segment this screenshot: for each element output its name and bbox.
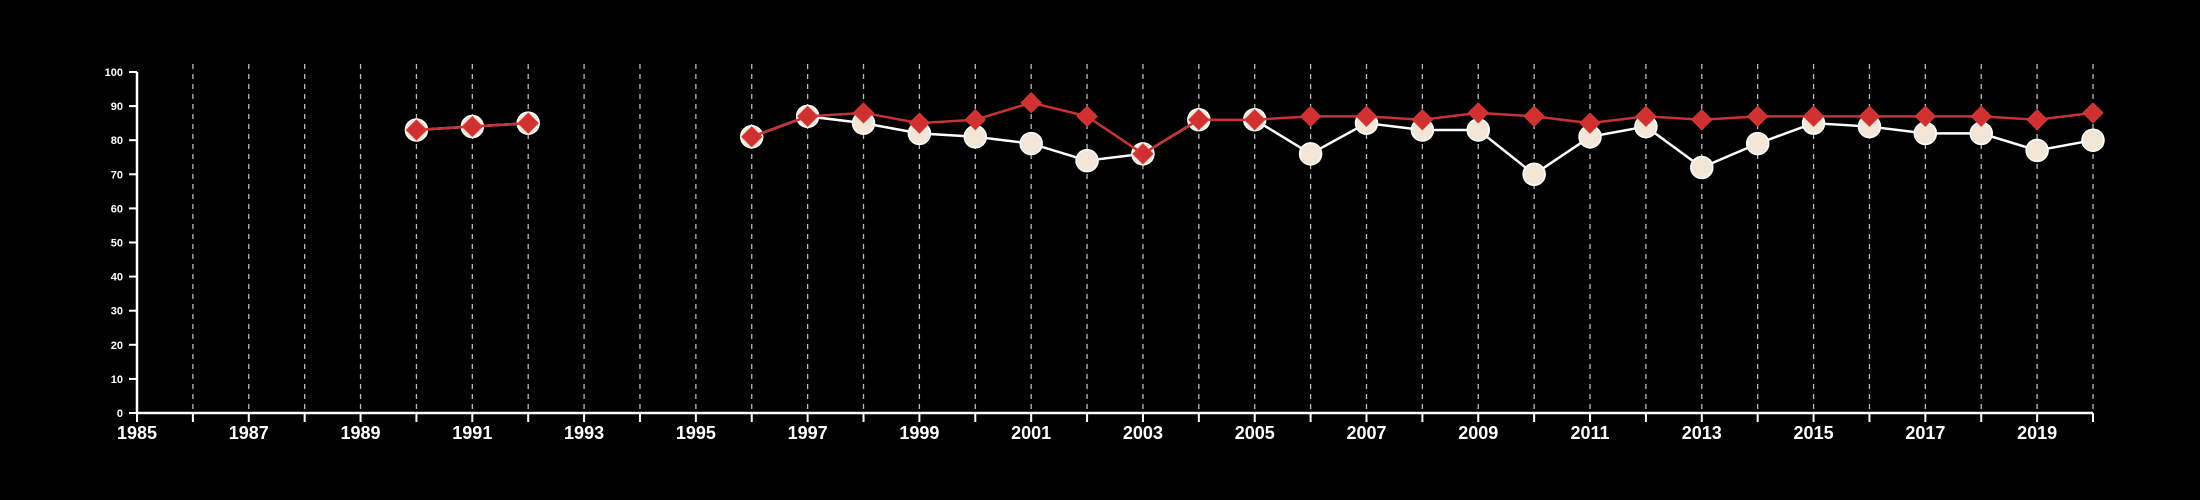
data-point-diamond xyxy=(741,126,763,148)
x-tick-label: 1997 xyxy=(788,423,828,443)
x-tick-label: 2019 xyxy=(2017,423,2057,443)
y-tick-label: 90 xyxy=(111,101,123,113)
data-point-diamond xyxy=(517,112,539,134)
x-tick-label: 1985 xyxy=(117,423,157,443)
y-tick-label: 60 xyxy=(111,203,123,215)
y-tick-label: 10 xyxy=(111,374,123,386)
data-point-circle xyxy=(1522,162,1546,187)
x-tick-label: 1999 xyxy=(899,423,939,443)
data-point-diamond xyxy=(405,119,428,141)
data-point-circle xyxy=(2025,138,2049,163)
data-point-diamond xyxy=(1579,112,1601,134)
x-tick-label: 2003 xyxy=(1123,423,1163,443)
data-point-circle xyxy=(1075,148,1099,173)
x-tick-label: 1991 xyxy=(452,423,492,443)
data-point-circle xyxy=(1690,155,1714,180)
data-point-diamond xyxy=(796,105,819,128)
data-point-diamond xyxy=(1467,102,1489,124)
y-tick-label: 70 xyxy=(111,169,123,181)
data-point-circle xyxy=(1298,142,1323,166)
y-tick-label: 30 xyxy=(111,306,123,318)
data-point-circle xyxy=(2081,128,2105,152)
data-point-diamond xyxy=(1914,105,1937,128)
data-point-diamond xyxy=(1244,109,1266,131)
data-point-diamond xyxy=(1411,109,1434,131)
data-point-diamond xyxy=(852,102,875,124)
x-tick-label: 2015 xyxy=(1794,423,1834,443)
series-diamond xyxy=(405,91,2104,165)
x-tick-label: 1987 xyxy=(229,423,269,443)
data-point-diamond xyxy=(1355,105,1378,128)
x-tick-label: 1995 xyxy=(676,423,716,443)
y-tick-label: 20 xyxy=(111,340,123,352)
axes: 0 10 20 30 40 50 60 70 80 90 100 1985 1987 1989 1991 19… xyxy=(105,67,2094,443)
x-tick-label: 2009 xyxy=(1458,423,1498,443)
data-point-diamond xyxy=(1858,105,1881,128)
y-tick-label: 80 xyxy=(111,135,123,147)
data-point-diamond xyxy=(1691,109,1713,131)
data-point-diamond xyxy=(1970,105,1992,128)
x-tick-label: 1989 xyxy=(341,423,381,443)
x-tick-label: 2007 xyxy=(1346,423,1386,443)
x-tick-label: 1993 xyxy=(564,423,604,443)
y-tick-label: 0 xyxy=(117,408,123,420)
data-point-circle xyxy=(1019,131,1043,156)
x-tick-label: 2011 xyxy=(1570,423,1609,443)
y-tick-label: 100 xyxy=(105,67,123,79)
data-point-diamond xyxy=(1746,105,1769,128)
data-point-diamond xyxy=(908,112,931,134)
series-group xyxy=(404,91,2105,187)
x-tick-label: 2013 xyxy=(1682,423,1722,443)
data-point-diamond xyxy=(1132,143,1154,165)
data-point-diamond xyxy=(1076,105,1098,128)
y-tick-label: 50 xyxy=(111,238,123,250)
data-point-diamond xyxy=(1635,105,1657,128)
data-point-diamond xyxy=(1299,105,1322,128)
data-point-diamond xyxy=(1188,109,1210,131)
data-point-diamond xyxy=(2082,102,2104,124)
data-point-diamond xyxy=(1020,91,1042,114)
data-point-circle xyxy=(1745,131,1770,156)
data-point-diamond xyxy=(964,109,986,131)
data-point-diamond xyxy=(2026,109,2048,131)
data-point-diamond xyxy=(1802,105,1825,128)
x-tick-label: 2001 xyxy=(1011,423,1051,443)
data-point-diamond xyxy=(461,115,484,138)
data-point-diamond xyxy=(1523,105,1545,128)
x-tick-label: 2017 xyxy=(1905,423,1945,443)
y-tick-label: 40 xyxy=(111,272,123,284)
x-tick-label: 2005 xyxy=(1235,423,1275,443)
grid-lines xyxy=(192,64,2094,413)
